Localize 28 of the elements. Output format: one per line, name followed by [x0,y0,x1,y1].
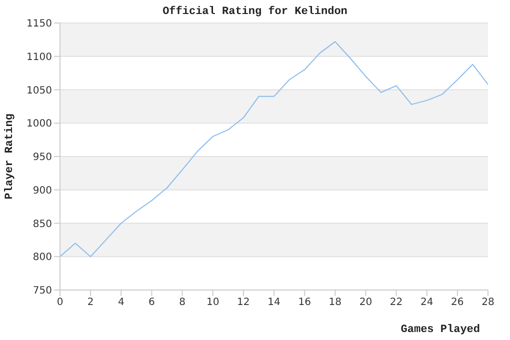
x-tick-label: 10 [206,297,220,308]
x-tick-label: 12 [237,297,250,308]
line-series [60,41,488,258]
y-tick-label: 900 [32,185,52,196]
y-tick-label: 1050 [26,85,52,96]
x-tick-label: 0 [56,297,64,308]
y-tick-label: 1150 [26,18,52,30]
x-tick-label: 6 [148,297,155,308]
x-tick-label: 24 [420,297,434,308]
y-tick-label: 800 [32,252,52,264]
x-tick-label: 28 [482,297,494,308]
x-tick-label: 8 [179,297,186,308]
y-tick-label: 950 [32,152,52,164]
x-tick-label: 20 [359,297,372,308]
x-tick-label: 18 [328,297,342,308]
x-tick-label: 22 [390,297,403,308]
chart-title: Official Rating for Kelindon [162,6,348,18]
x-tick-label: 4 [118,297,124,308]
x-tick-label: 2 [87,297,94,308]
y-tick-label: 850 [32,218,52,230]
y-tick-label: 1000 [26,118,52,130]
x-tick-label: 26 [451,297,464,308]
x-axis-title: Games Played [400,324,480,336]
x-tick-label: 14 [268,297,280,308]
y-tick-label: 750 [32,286,52,297]
y-axis-title: Player Rating [4,114,16,200]
y-tick-label: 1100 [26,52,52,63]
x-tick-label: 16 [298,297,311,308]
